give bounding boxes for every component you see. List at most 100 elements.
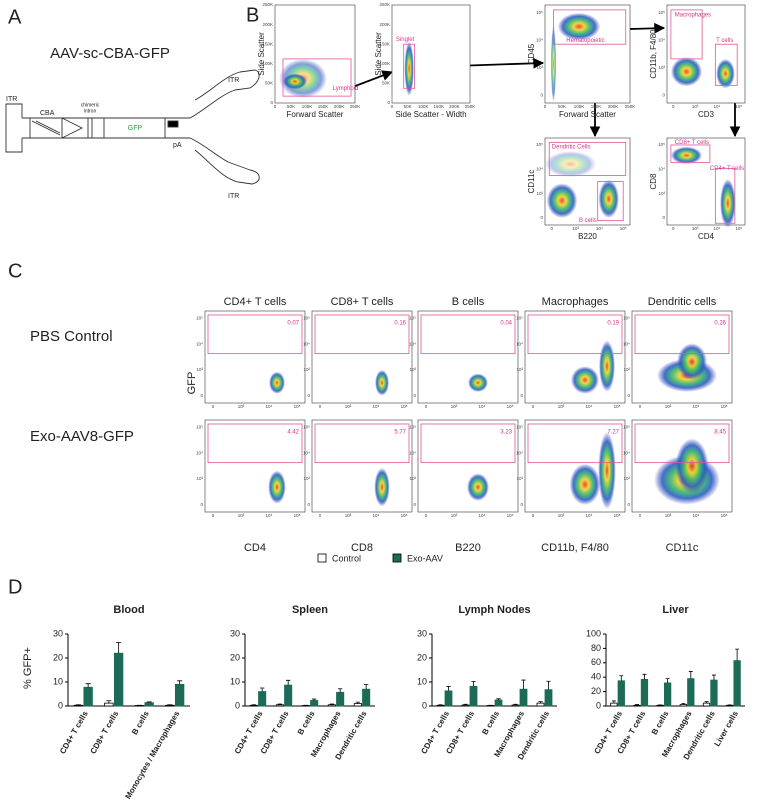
column-title: CD4+ T cells (224, 296, 287, 308)
plot-frame (204, 419, 306, 513)
bar (663, 682, 672, 707)
x-tick-label: 10³ (692, 226, 699, 231)
x-tick-label: 10³ (238, 513, 245, 518)
y-tick-label: 10⁵ (409, 316, 416, 321)
y-tick-label: 10³ (536, 65, 543, 70)
column-title: CD8+ T cells (331, 296, 394, 308)
y-tick-label: 100K (262, 61, 273, 66)
x-tick-label: 0 (639, 404, 642, 409)
gate (420, 314, 516, 355)
y-tick-label: 20 (53, 652, 63, 662)
bar (679, 704, 688, 707)
density-cloud (467, 473, 489, 501)
y-tick-label: 10⁵ (536, 10, 543, 15)
x-tick-label: 10⁵ (294, 513, 301, 518)
x-tick-label: 10³ (238, 404, 245, 409)
density-cloud (716, 58, 735, 89)
bar (144, 702, 154, 707)
error-bar (735, 648, 740, 661)
x-tick-label: 10⁵ (401, 404, 408, 409)
x-tick-label: CD4+ T cells (58, 709, 90, 755)
bar (710, 679, 718, 707)
y-axis-label: CD8 (649, 173, 658, 190)
gate (670, 9, 703, 60)
density-cloud (599, 340, 615, 392)
x-axis-label: CD4 (698, 232, 715, 241)
x-tick-label: 10⁵ (507, 513, 514, 518)
x-tick-label: 10⁵ (507, 404, 514, 409)
y-tick-label: 10⁴ (623, 450, 630, 455)
density-cloud (670, 146, 703, 165)
y-axis-label: % GFP+ (22, 647, 34, 689)
y-tick-label: 30 (53, 628, 63, 638)
error-bar (337, 688, 343, 693)
plot-frame (204, 310, 306, 404)
gate-percent: 0.04 (500, 321, 512, 327)
bar (617, 680, 625, 707)
density-cloud (598, 431, 616, 510)
y-tick-label: 10³ (409, 476, 416, 481)
chart-title: Spleen (292, 604, 328, 616)
y-tick-label: 80 (591, 643, 601, 653)
density-cloud (545, 151, 596, 178)
density-cloud (569, 463, 601, 506)
x-tick-label: 250K (465, 104, 476, 109)
x-tick-label: 10³ (345, 404, 352, 409)
panel-label: C (8, 260, 22, 282)
x-tick-label: 10³ (451, 404, 458, 409)
y-tick-label: 10³ (303, 476, 310, 481)
y-tick-label: 0 (520, 393, 523, 398)
bar (519, 688, 528, 707)
density-cloud (269, 371, 285, 394)
panel-label: A (8, 6, 22, 28)
bar (444, 690, 453, 707)
x-tick-label: 10⁴ (586, 404, 593, 409)
density-cloud (268, 470, 286, 504)
x-tick-label: 10³ (665, 513, 672, 518)
y-tick-label: 10⁵ (536, 142, 543, 147)
bar (310, 700, 319, 707)
plot-frame (311, 310, 413, 404)
y-tick-label: 10⁵ (516, 425, 523, 430)
y-tick-label: 10³ (623, 367, 630, 372)
gate (207, 423, 303, 464)
y-tick-label: 10⁴ (516, 341, 523, 346)
x-axis-label: CD11c (666, 542, 699, 554)
bar (544, 689, 553, 707)
itr-label: ITR (228, 193, 239, 200)
gate-label: T cells (716, 38, 733, 44)
x-tick-label: 100K (574, 104, 585, 109)
y-tick-label: 10 (417, 676, 427, 686)
y-tick-label: 0 (387, 100, 390, 105)
y-tick-label: 10³ (303, 367, 310, 372)
error-bar (363, 684, 369, 690)
x-tick-label: 0 (672, 104, 675, 109)
error-bar (329, 703, 335, 705)
x-tick-label: 10³ (558, 404, 565, 409)
gate-percent: 7.27 (607, 430, 619, 436)
y-tick-label: 0 (58, 700, 63, 710)
error-bar (463, 703, 468, 706)
bar (494, 699, 503, 707)
x-tick-label: 10⁵ (721, 404, 728, 409)
pa-label: pA (173, 142, 182, 149)
x-tick-label: 10⁵ (620, 226, 627, 231)
y-tick-label: 50K (382, 81, 390, 86)
x-tick-label: 10⁴ (713, 104, 720, 109)
y-tick-label: 10⁴ (409, 450, 416, 455)
y-tick-label: 30 (230, 628, 240, 638)
gfp-label: GFP (128, 125, 143, 132)
y-tick-label: 0 (307, 393, 310, 398)
y-tick-label: 0 (413, 502, 416, 507)
y-tick-label: 0 (307, 502, 310, 507)
y-tick-label: 10³ (196, 476, 203, 481)
y-axis-label: CD45 (527, 43, 536, 64)
x-tick-label: 10⁴ (266, 513, 273, 518)
legend-label: Exo-AAV (407, 553, 443, 563)
gate-percent: 4.42 (287, 430, 299, 436)
error-bar (471, 681, 476, 687)
y-tick-label: 0 (413, 393, 416, 398)
y-tick-label: 0 (270, 100, 273, 105)
x-tick-label: 10⁴ (693, 404, 700, 409)
gate-label: Lymphoid (333, 86, 359, 92)
